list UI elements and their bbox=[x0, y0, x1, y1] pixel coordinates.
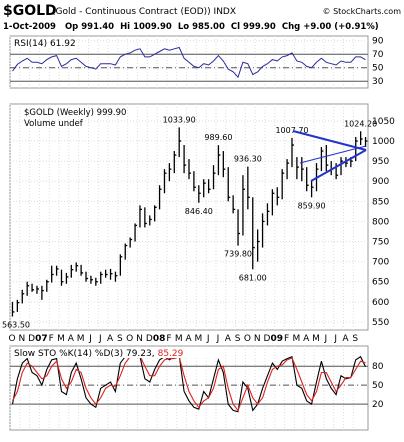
sto-panel bbox=[9, 345, 369, 431]
x-tick-label: A bbox=[68, 334, 75, 344]
x-tick-label: M bbox=[77, 334, 85, 344]
quote-label: Lo bbox=[178, 22, 189, 32]
y-tick-label: 550 bbox=[372, 318, 389, 328]
x-tick-label: A bbox=[185, 334, 192, 344]
x-tick-label: J bbox=[216, 334, 220, 344]
price-annotation: 681.00 bbox=[239, 273, 267, 282]
quote-line: 1-Oct-2009 Op 991.40 Hi 1009.90 Lo 985.00 Cl 99… bbox=[3, 22, 379, 32]
x-tick-label: A bbox=[342, 334, 349, 344]
volume-legend: Volume undef bbox=[24, 119, 84, 129]
sto-legend-d: 85.29 bbox=[158, 349, 184, 359]
x-tick-label: M bbox=[312, 334, 320, 344]
price-annotation: 739.80 bbox=[224, 250, 252, 259]
quote-value: 999.90 bbox=[243, 22, 276, 32]
y-tick-label: 20 bbox=[372, 400, 384, 410]
y-tick-label: 1000 bbox=[372, 137, 395, 147]
price-annotation: 989.60 bbox=[204, 133, 232, 142]
y-tick-label: 850 bbox=[372, 197, 389, 207]
x-tick-label: 08 bbox=[153, 334, 166, 344]
y-tick-label: 700 bbox=[372, 258, 389, 268]
x-tick-label: S bbox=[352, 334, 358, 344]
x-tick-label: D bbox=[146, 334, 153, 344]
x-tick-label: D bbox=[28, 334, 35, 344]
x-tick-label: 09 bbox=[271, 334, 284, 344]
date: 1-Oct-2009 bbox=[3, 22, 56, 32]
price-annotation: 563.50 bbox=[2, 321, 30, 330]
sto-legend: Slow STO %K(14) %D(3) 79.23, 85.29 bbox=[14, 349, 184, 359]
quote-value: 991.40 bbox=[81, 22, 114, 32]
symbol: $GOLD bbox=[3, 3, 57, 19]
x-tick-label: N bbox=[136, 334, 143, 344]
quote-label: Hi bbox=[120, 22, 130, 32]
x-tick-label: 07 bbox=[35, 334, 48, 344]
quote-value: 1009.90 bbox=[133, 22, 172, 32]
sto-legend-k: Slow STO %K(14) %D(3) 79.23, bbox=[14, 349, 155, 359]
price-panel bbox=[9, 103, 369, 331]
quote-value: +9.00 (+0.91%) bbox=[303, 22, 379, 32]
x-tick-label: J bbox=[88, 334, 92, 344]
quote-label: Op bbox=[65, 22, 78, 32]
trendline bbox=[299, 145, 367, 164]
legend-bg bbox=[12, 348, 222, 358]
y-tick-label: 650 bbox=[372, 278, 389, 288]
x-tick-label: F bbox=[49, 334, 54, 344]
y-tick-label: 800 bbox=[372, 217, 389, 227]
rsi-line bbox=[12, 46, 366, 79]
price-annotation: 1033.90 bbox=[163, 115, 196, 124]
y-tick-label: 90 bbox=[372, 37, 384, 47]
plot-layer: O N D 07 F M A M J J A S O N D 08 F M A M J J A S O N D 09 F M A M J J A S3… bbox=[2, 36, 395, 430]
x-tick-label: J bbox=[98, 334, 102, 344]
instrument-name: (Gold - Continuous Contract (EOD)) INDX bbox=[52, 7, 236, 17]
triangle-trendlines bbox=[292, 130, 367, 182]
x-tick-label: J bbox=[333, 334, 337, 344]
y-tick-label: 950 bbox=[372, 157, 389, 167]
legend-bg bbox=[12, 38, 72, 48]
x-tick-label: J bbox=[206, 334, 210, 344]
y-tick-label: 30 bbox=[372, 77, 384, 87]
x-tick-label: M bbox=[175, 334, 183, 344]
price-annotation: 846.40 bbox=[185, 207, 213, 216]
y-tick-label: 50 bbox=[372, 64, 384, 74]
x-tick-label: D bbox=[264, 334, 271, 344]
trendline bbox=[292, 130, 367, 151]
y-tick-label: 750 bbox=[372, 238, 389, 248]
x-tick-label: O bbox=[126, 334, 133, 344]
y-tick-label: 900 bbox=[372, 177, 389, 187]
x-tick-label: A bbox=[225, 334, 232, 344]
trendline bbox=[310, 149, 367, 182]
credit: © StockCharts.com bbox=[323, 7, 402, 16]
y-tick-label: 70 bbox=[372, 50, 384, 60]
x-tick-label: M bbox=[194, 334, 202, 344]
price-annotation: 1024.20 bbox=[344, 119, 377, 128]
sto-line bbox=[12, 354, 366, 412]
price-legend: $GOLD (Weekly) 999.90 bbox=[24, 108, 126, 118]
x-tick-label: N bbox=[18, 334, 25, 344]
y-tick-label: 50 bbox=[372, 381, 384, 391]
x-tick-label: N bbox=[254, 334, 261, 344]
y-tick-label: 600 bbox=[372, 298, 389, 308]
price-annotation: 859.90 bbox=[298, 201, 326, 210]
x-tick-label: S bbox=[235, 334, 241, 344]
price-annotation: 1007.70 bbox=[275, 126, 308, 135]
y-tick-label: 1050 bbox=[372, 117, 395, 127]
x-tick-label: A bbox=[303, 334, 310, 344]
x-tick-label: M bbox=[57, 334, 65, 344]
x-tick-label: F bbox=[284, 334, 289, 344]
x-tick-label: S bbox=[117, 334, 123, 344]
quote-label: Cl bbox=[231, 22, 240, 32]
sto-line bbox=[11, 354, 366, 413]
x-tick-label: O bbox=[244, 334, 251, 344]
x-tick-label: M bbox=[293, 334, 301, 344]
x-tick-label: F bbox=[166, 334, 171, 344]
quote-label: Chg bbox=[282, 22, 300, 32]
quote-value: 985.00 bbox=[192, 22, 225, 32]
x-tick-label: A bbox=[107, 334, 114, 344]
x-tick-label: O bbox=[8, 334, 15, 344]
price-annotation: 936.30 bbox=[234, 155, 262, 164]
x-tick-label: J bbox=[324, 334, 328, 344]
rsi-legend: RSI(14) 61.92 bbox=[14, 39, 76, 49]
y-tick-label: 80 bbox=[372, 362, 384, 372]
